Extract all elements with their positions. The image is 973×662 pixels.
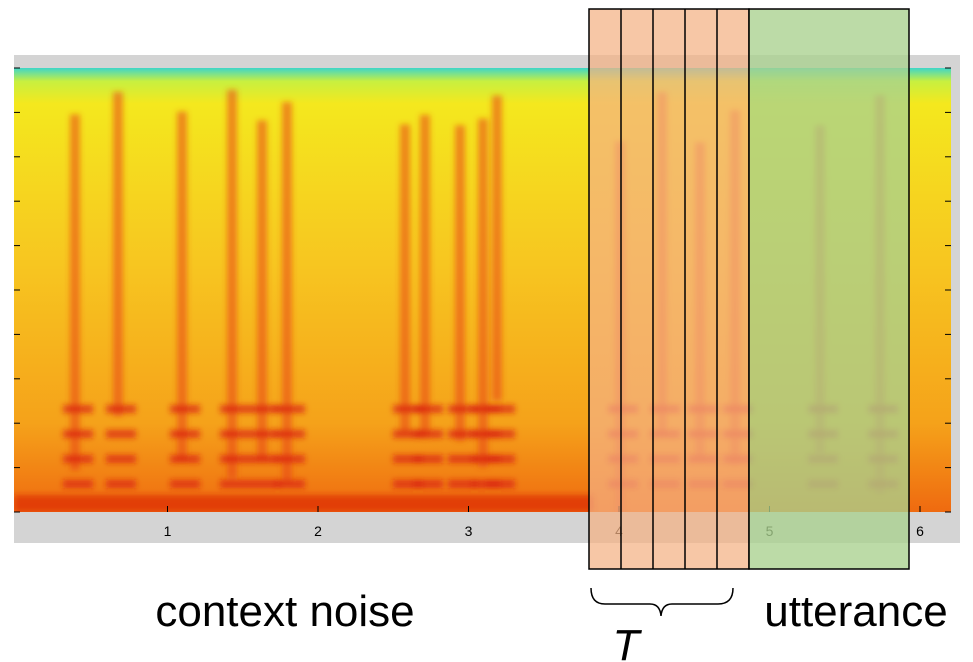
harmonic (63, 405, 93, 413)
harmonic (485, 405, 515, 413)
harmonic (275, 405, 305, 413)
streak (420, 115, 430, 439)
frame-block (589, 9, 749, 569)
harmonic (275, 480, 305, 488)
x-tick-label: 6 (916, 523, 924, 539)
brace (591, 588, 733, 616)
harmonic (106, 430, 136, 438)
harmonic (170, 405, 200, 413)
harmonic (220, 480, 250, 488)
window-label: T (613, 621, 643, 662)
context-label: context noise (155, 587, 414, 636)
figure: 123456 context noise T utterance (0, 0, 973, 662)
harmonic (413, 480, 443, 488)
streak (70, 114, 80, 470)
utterance-label: utterance (764, 587, 947, 636)
harmonic (106, 455, 136, 463)
harmonic (63, 455, 93, 463)
harmonic (485, 430, 515, 438)
utterance-block (749, 9, 909, 569)
x-tick-label: 1 (164, 523, 172, 539)
window-frames (589, 9, 909, 569)
low-band (14, 495, 594, 512)
streak (478, 119, 488, 468)
harmonic (485, 455, 515, 463)
harmonic (485, 480, 515, 488)
harmonic (170, 430, 200, 438)
harmonic (413, 405, 443, 413)
harmonic (275, 430, 305, 438)
harmonic (63, 430, 93, 438)
streak (227, 90, 237, 478)
harmonic (220, 455, 250, 463)
harmonic (63, 480, 93, 488)
harmonic (170, 480, 200, 488)
x-tick-label: 3 (465, 523, 473, 539)
streak (400, 124, 410, 432)
harmonic (220, 405, 250, 413)
streak (492, 96, 502, 401)
harmonic (275, 455, 305, 463)
x-tick-label: 2 (314, 523, 322, 539)
harmonic (413, 455, 443, 463)
streak (455, 125, 465, 441)
streak (282, 102, 292, 480)
harmonic (413, 430, 443, 438)
harmonic (220, 430, 250, 438)
harmonic (170, 455, 200, 463)
harmonic (106, 405, 136, 413)
harmonic (106, 480, 136, 488)
streak (113, 92, 123, 416)
page: 123456 context noise T utterance (() => … (0, 0, 973, 662)
